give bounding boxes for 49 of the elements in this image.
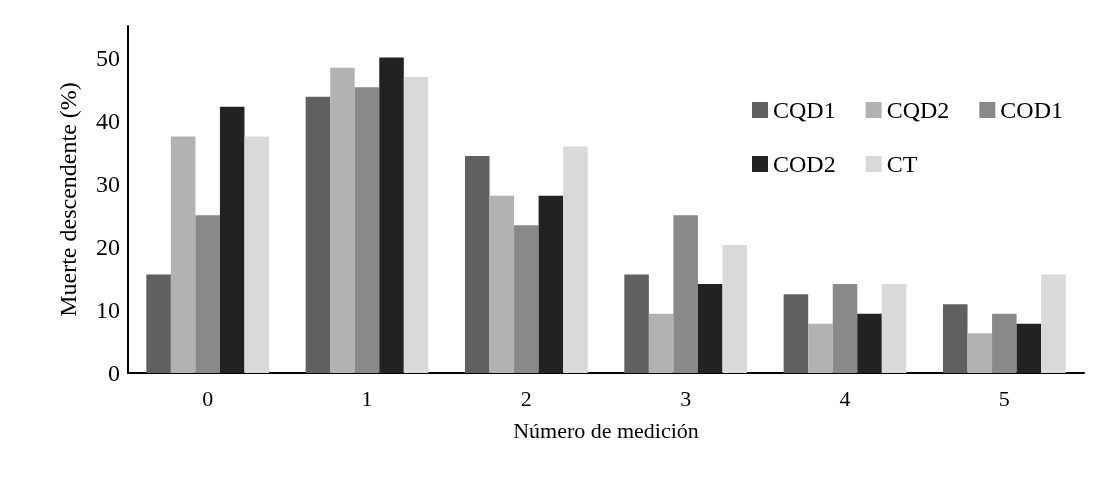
legend-label: CQD1	[772, 97, 836, 123]
bar	[942, 304, 968, 373]
legend-label: COD2	[772, 151, 836, 177]
bar	[244, 136, 270, 373]
bar	[464, 155, 490, 373]
y-tick-label: 50	[96, 44, 120, 71]
bar	[354, 87, 380, 373]
bar	[538, 195, 564, 373]
bar	[1016, 323, 1042, 373]
bar	[379, 57, 404, 373]
legend-label: COD1	[1000, 97, 1063, 123]
y-tick-label: 40	[96, 107, 120, 134]
bar	[624, 274, 649, 373]
bar	[305, 96, 331, 373]
x-tick-label: 5	[998, 385, 1010, 411]
y-tick-label: 20	[96, 233, 120, 260]
bar	[170, 136, 196, 373]
bar	[673, 215, 698, 373]
legend-label: CT	[886, 151, 918, 177]
bar	[146, 274, 171, 373]
x-tick-label: 2	[520, 385, 532, 411]
y-tick-label: 30	[96, 170, 120, 197]
bar	[514, 225, 539, 373]
bar	[881, 284, 907, 373]
bar	[992, 313, 1017, 373]
bar	[219, 106, 245, 373]
bar	[857, 313, 882, 373]
bar	[330, 67, 355, 373]
bar	[563, 146, 588, 373]
bar	[648, 313, 674, 373]
x-tick-label: 4	[839, 385, 851, 411]
bar	[195, 215, 220, 373]
bar	[1041, 274, 1066, 373]
y-axis-title: Muerte descendente (%)	[55, 82, 81, 317]
bar	[489, 195, 515, 373]
bar	[783, 294, 809, 373]
bar	[808, 323, 833, 373]
bar	[832, 284, 858, 373]
y-tick-label: 0	[108, 360, 120, 386]
x-tick-label: 3	[680, 385, 692, 411]
legend-label: CQD2	[886, 97, 950, 123]
bar	[403, 77, 429, 373]
x-tick-label: 0	[202, 385, 214, 411]
x-tick-label: 1	[361, 385, 373, 411]
bar	[722, 244, 748, 373]
bar	[697, 284, 723, 373]
x-axis-title: Número de medición	[513, 417, 699, 443]
y-tick-label: 10	[96, 296, 120, 323]
bar	[967, 333, 993, 373]
